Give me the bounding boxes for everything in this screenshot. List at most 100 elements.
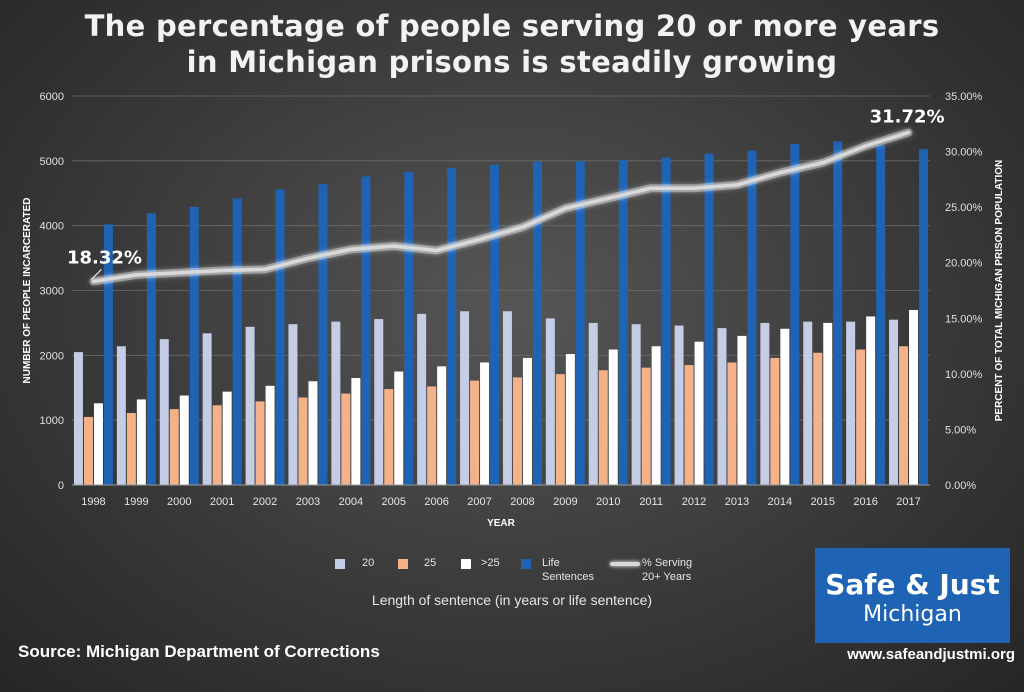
percent-point [735, 183, 739, 187]
bar--25 [265, 385, 275, 485]
bar-25 [427, 386, 437, 485]
bar--25 [866, 316, 876, 485]
legend-swatch-25 [398, 559, 408, 569]
bar-20 [73, 352, 83, 485]
bar-life-sentences [833, 141, 843, 485]
x-tick-label: 2013 [725, 496, 749, 508]
percent-point [778, 171, 782, 175]
bar-25 [384, 389, 394, 485]
bar-20 [245, 326, 255, 485]
bar-20 [717, 328, 727, 485]
bar--25 [780, 328, 790, 485]
bar-25 [298, 397, 308, 485]
bar-25 [684, 365, 694, 485]
x-tick-label: 2005 [382, 496, 406, 508]
bar-life-sentences [404, 171, 414, 486]
legend-label-25: 25 [424, 557, 437, 569]
bar--25 [351, 378, 361, 485]
bar--25 [93, 403, 103, 485]
annotation-start-value: 18.32% [67, 247, 142, 268]
percent-point [392, 244, 396, 248]
annotation-leader [91, 269, 102, 280]
bar--25 [179, 395, 189, 485]
bar-life-sentences [704, 153, 714, 485]
percent-point [907, 130, 911, 134]
percent-point [134, 273, 138, 277]
y-tick-label: 0 [58, 480, 64, 492]
x-tick-label: 2002 [253, 496, 277, 508]
percent-point [692, 186, 696, 190]
bar-life-sentences [919, 149, 929, 485]
bar-25 [770, 357, 780, 485]
bar-20 [803, 321, 813, 485]
y-tick-label: 6000 [40, 91, 64, 103]
bar-20 [889, 319, 899, 485]
y2-tick-label: 35.00% [945, 91, 983, 103]
bar-20 [331, 321, 341, 485]
bar-20 [417, 313, 427, 485]
percent-point [520, 225, 524, 229]
bar-25 [598, 370, 608, 485]
axis-labels: 0 1000 2000 3000 4000 5000 6000 0.00% 5.00% 10.00… [22, 91, 1005, 529]
legend-swatch-20 [335, 559, 345, 569]
bar-life-sentences [876, 145, 886, 486]
x-tick-label: 2004 [339, 496, 363, 508]
y2-tick-label: 20.00% [945, 258, 983, 270]
bar-25 [83, 416, 93, 485]
bar-life-sentences [318, 184, 328, 485]
y2-tick-label: 15.00% [945, 313, 983, 325]
bar-25 [727, 362, 737, 485]
y-tick-label: 2000 [40, 350, 64, 362]
x-tick-label: 2008 [510, 496, 534, 508]
percent-point [606, 196, 610, 200]
legend-swatch-percent [610, 562, 640, 566]
percent-point [306, 256, 310, 260]
bar-life-sentences [361, 176, 371, 486]
source-text: Source: Michigan Department of Correctio… [18, 642, 380, 661]
gridlines [72, 95, 930, 421]
x-tick-label: 2010 [596, 496, 620, 508]
bar--25 [565, 354, 575, 485]
logo: Safe & Just Michigan [815, 548, 1010, 643]
bar--25 [394, 371, 404, 485]
percent-point [349, 247, 353, 251]
bar-life-sentences [232, 198, 242, 486]
website-link[interactable]: www.safeandjustmi.org [847, 646, 1015, 663]
bar-20 [116, 346, 126, 485]
title-line-2: in Michigan prisons is steadily growing [186, 45, 838, 79]
y-tick-label: 1000 [40, 415, 64, 427]
percent-point [177, 271, 181, 275]
x-tick-label: 1999 [124, 496, 148, 508]
bar-25 [212, 405, 222, 485]
bar-25 [255, 401, 265, 485]
x-tick-label: 2003 [296, 496, 320, 508]
x-tick-label: 2001 [210, 496, 234, 508]
x-tick-label: 2017 [896, 496, 920, 508]
x-tick-label: 2007 [467, 496, 491, 508]
legend-subtitle: Length of sentence (in years or life sen… [371, 592, 653, 608]
y2-tick-label: 5.00% [945, 424, 976, 436]
bar-life-sentences [661, 157, 671, 485]
bar--25 [909, 309, 919, 485]
bar--25 [480, 362, 490, 485]
y-axis-title: NUMBER OF PEOPLE INCARCERATED [22, 198, 33, 384]
x-tick-label: 2016 [853, 496, 877, 508]
bar-20 [460, 311, 470, 485]
percent-point [649, 186, 653, 190]
bar--25 [651, 346, 661, 485]
percent-point [864, 144, 868, 148]
x-tick-label: 2006 [424, 496, 448, 508]
chart-title: The percentage of people serving 20 or m… [0, 8, 1024, 80]
legend-label-percent-line2: 20+ Years [642, 571, 692, 583]
bar-25 [512, 377, 522, 485]
bar--25 [694, 341, 704, 485]
bar-20 [545, 318, 555, 485]
bar--25 [308, 381, 318, 485]
x-axis-title: YEAR [487, 518, 516, 529]
y-tick-label: 4000 [40, 221, 64, 233]
percent-point [91, 279, 95, 283]
legend-label-life-line1: Life [542, 557, 560, 569]
bar-25 [899, 346, 909, 485]
legend-swatch-over-25 [461, 559, 471, 569]
